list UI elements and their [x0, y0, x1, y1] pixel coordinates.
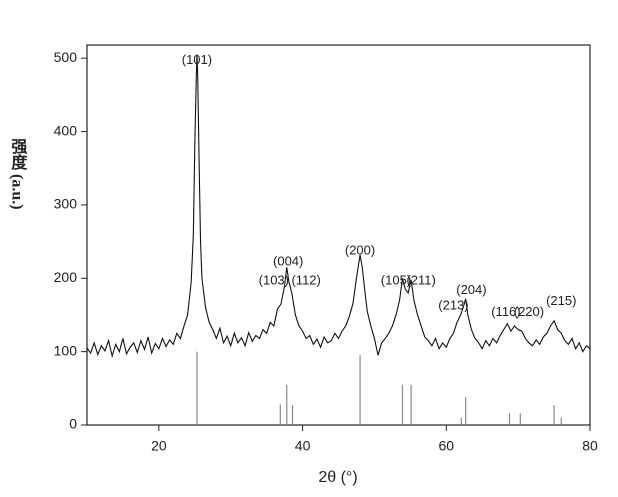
peak-label: (103): [259, 273, 289, 288]
y-tick-label: 100: [54, 342, 78, 358]
y-axis-label: 强度 (a.u.): [8, 138, 27, 210]
peak-label: (101): [182, 52, 212, 67]
y-tick-label: 0: [69, 416, 77, 432]
peak-label: (215): [546, 293, 576, 308]
y-tick-label: 400: [54, 122, 78, 138]
y-tick-label: 300: [54, 196, 78, 212]
x-tick-label: 80: [582, 438, 598, 454]
x-axis-label: 2θ (°): [318, 469, 357, 486]
peak-label: (112): [291, 273, 320, 288]
peak-label: (105): [381, 273, 411, 288]
plot-frame: [86, 44, 591, 426]
peak-label: (213): [438, 298, 468, 313]
x-tick-label: 60: [438, 438, 454, 454]
y-tick-label: 500: [54, 49, 78, 65]
peak-label: (204): [456, 282, 486, 297]
x-tick-label: 20: [151, 438, 167, 454]
xrd-line: [86, 54, 591, 359]
y-tick-label: 200: [54, 269, 78, 285]
x-tick-label: 40: [295, 438, 311, 454]
peak-label: (116): [491, 304, 520, 319]
peak-label: (220): [514, 304, 544, 319]
peak-label: (200): [345, 243, 375, 258]
peak-label: (004): [273, 254, 303, 269]
peak-label: (211): [406, 273, 435, 288]
